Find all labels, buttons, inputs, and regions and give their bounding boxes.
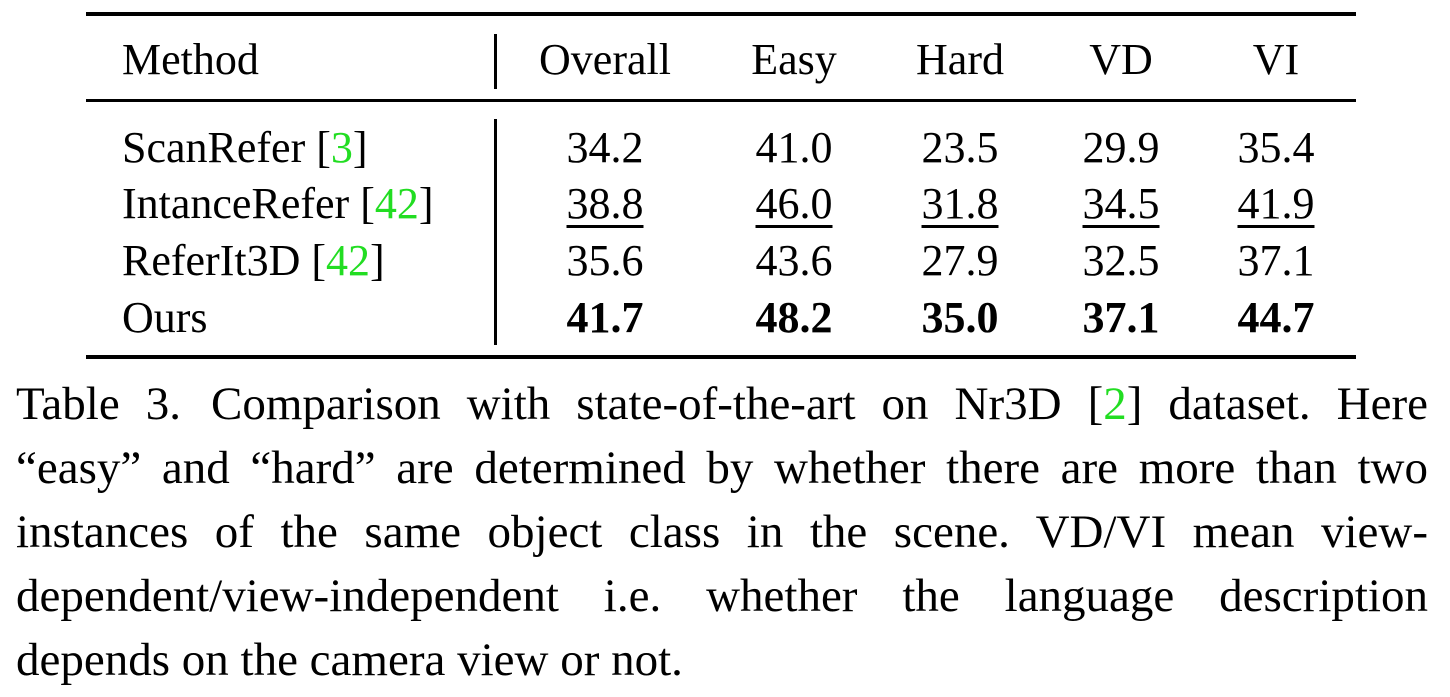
value-easy: 46.0 bbox=[755, 179, 833, 228]
value-hard: 27.9 bbox=[921, 236, 999, 285]
value-overall: 41.7 bbox=[566, 293, 644, 342]
column-separator-body bbox=[494, 119, 497, 345]
header-method: Method bbox=[122, 35, 259, 84]
value-vd: 32.5 bbox=[1082, 236, 1160, 285]
value-hard: 35.0 bbox=[921, 293, 999, 342]
table-bottom-rule bbox=[86, 355, 1356, 359]
citation-link[interactable]: 3 bbox=[330, 123, 353, 172]
header-vd: VD bbox=[1089, 35, 1153, 84]
citation-link[interactable]: 42 bbox=[374, 179, 419, 228]
table-top-rule bbox=[86, 12, 1356, 16]
caption-label: Table 3. bbox=[16, 378, 181, 430]
value-vi: 37.1 bbox=[1237, 236, 1315, 285]
value-vd: 29.9 bbox=[1082, 123, 1160, 172]
value-hard: 31.8 bbox=[921, 179, 999, 228]
value-vd: 37.1 bbox=[1082, 293, 1160, 342]
caption-text-start: Comparison with state-of-the-art on Nr3D… bbox=[210, 378, 1104, 430]
value-hard: 23.5 bbox=[921, 123, 999, 172]
column-separator-header bbox=[494, 34, 497, 89]
value-easy: 41.0 bbox=[755, 123, 833, 172]
method-name: ReferIt3D [42] bbox=[122, 236, 385, 285]
method-name: ScanRefer [3] bbox=[122, 123, 368, 172]
value-vi: 44.7 bbox=[1237, 293, 1315, 342]
method-name: Ours bbox=[122, 293, 208, 342]
citation-link[interactable]: 2 bbox=[1103, 378, 1127, 430]
table-caption: Table 3. Comparison with state-of-the-art… bbox=[16, 372, 1428, 692]
value-overall: 35.6 bbox=[566, 236, 644, 285]
value-easy: 48.2 bbox=[755, 293, 833, 342]
value-overall: 34.2 bbox=[566, 123, 644, 172]
method-name: IntanceRefer [42] bbox=[122, 179, 434, 228]
header-vi: VI bbox=[1252, 35, 1300, 84]
header-easy: Easy bbox=[751, 35, 837, 84]
value-easy: 43.6 bbox=[755, 236, 833, 285]
header-overall: Overall bbox=[539, 35, 671, 84]
value-vi: 35.4 bbox=[1237, 123, 1315, 172]
header-hard: Hard bbox=[916, 35, 1004, 84]
value-vi: 41.9 bbox=[1237, 179, 1315, 228]
citation-link[interactable]: 42 bbox=[326, 236, 371, 285]
table-header-rule bbox=[86, 99, 1356, 102]
value-overall: 38.8 bbox=[566, 179, 644, 228]
value-vd: 34.5 bbox=[1082, 179, 1160, 228]
caption-text-end: ] dataset. Here “easy” and “hard” are de… bbox=[16, 378, 1428, 686]
